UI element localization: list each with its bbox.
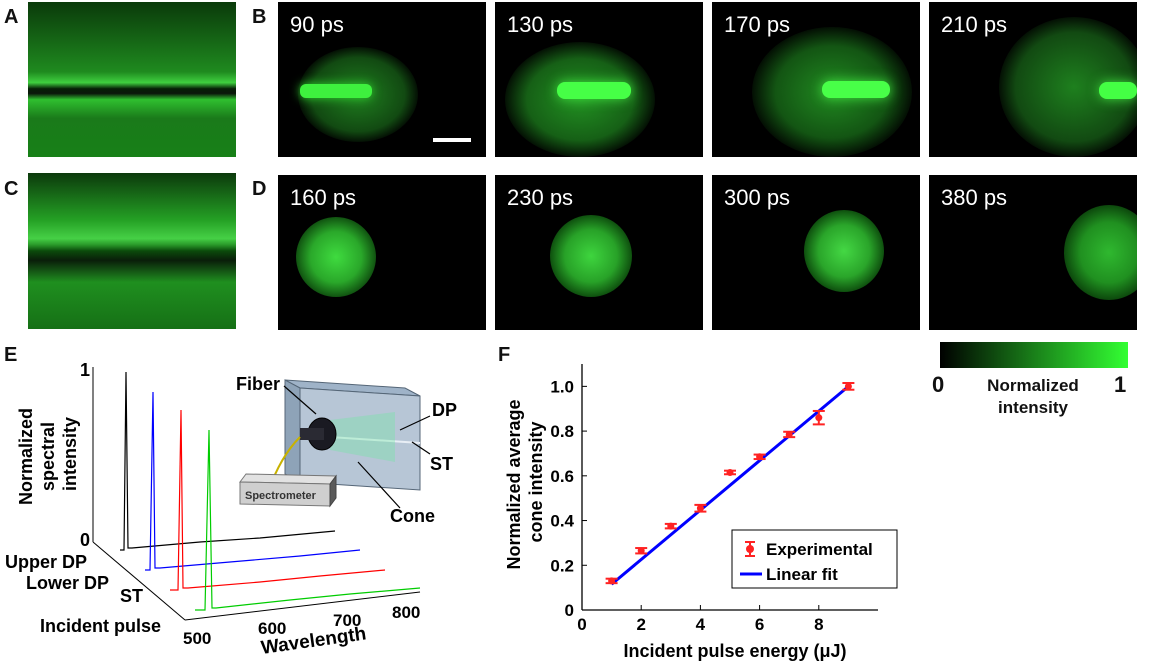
chart-legend: Experimental Linear fit — [731, 529, 898, 589]
series-label-st: ST — [120, 586, 143, 606]
chart-marks — [605, 382, 855, 586]
inset-label-dp: DP — [432, 400, 457, 420]
x-tick-label: 0 — [577, 615, 586, 634]
data-point — [844, 382, 852, 390]
chart-axes: 0 2 4 6 8 0 0.2 0.4 0.6 0.8 1.0 — [550, 364, 878, 634]
y-tick-bottom: 0 — [80, 530, 90, 550]
y-tick-label: 0.4 — [550, 512, 574, 531]
y-tick-label: 0 — [565, 601, 574, 620]
y-tick-label: 0.2 — [550, 556, 574, 575]
series-label-lower-dp: Lower DP — [26, 573, 109, 593]
linear-fit-line — [610, 385, 850, 586]
time-label: 160 ps — [290, 185, 357, 210]
spectra-3d-plot: 1 0 Normalized spectral intensity Upper … — [5, 360, 457, 659]
depth-axis — [92, 541, 186, 621]
image-panel-b-3: 170 ps — [712, 2, 920, 157]
chart-ylabel: Normalized average cone intensity — [504, 394, 546, 569]
y-tick-label: 0.6 — [550, 467, 574, 486]
wavelength-axis — [184, 591, 421, 621]
y-tick-label: 0.8 — [550, 422, 574, 441]
time-label: 170 ps — [724, 12, 791, 37]
data-point — [815, 414, 823, 422]
x-tick-label: 6 — [755, 615, 764, 634]
data-point — [667, 522, 675, 530]
legend-label-linear-fit: Linear fit — [766, 565, 838, 584]
spectrum-st — [170, 409, 386, 591]
legend-label-experimental: Experimental — [766, 540, 873, 559]
image-panel-d-3: 300 ps — [712, 175, 920, 330]
y-axis-label-line-1: Normalized — [16, 408, 36, 505]
colorbar-max-label: 1 — [1114, 372, 1127, 397]
time-label: 210 ps — [941, 12, 1008, 37]
scale-bar — [433, 138, 471, 142]
x-tick: 700 — [333, 611, 361, 630]
data-point — [756, 453, 764, 461]
series-label-incident: Incident pulse — [40, 616, 161, 636]
y-tick-label: 1.0 — [550, 377, 574, 396]
chart-ylabel-line-2: cone intensity — [526, 421, 546, 542]
image-panel-d-2: 230 ps — [495, 175, 703, 330]
data-point — [726, 468, 734, 476]
image-panel-b-4: 210 ps — [929, 2, 1137, 157]
image-panel-d-1: 160 ps — [278, 175, 486, 330]
time-label: 300 ps — [724, 185, 791, 210]
image-panel-a — [28, 2, 236, 157]
inset-label-fiber: Fiber — [236, 374, 280, 394]
y-axis-label: Normalized spectral intensity — [16, 403, 80, 505]
panel-label-e: E — [4, 344, 18, 366]
time-label: 90 ps — [290, 12, 344, 37]
image-panel-d-4: 380 ps — [929, 175, 1137, 330]
image-panel-b-2: 130 ps — [495, 2, 703, 157]
y-tick-top: 1 — [80, 360, 90, 380]
x-tick: 800 — [392, 603, 420, 622]
y-axis-label-line-3: intensity — [60, 417, 80, 491]
x-tick-label: 2 — [636, 615, 645, 634]
x-tick: 600 — [258, 619, 286, 638]
image-panel-c — [28, 173, 236, 329]
x-tick: 500 — [183, 629, 211, 648]
data-point — [785, 430, 793, 438]
time-label: 130 ps — [507, 12, 574, 37]
series-label-upper-dp: Upper DP — [5, 552, 87, 572]
panel-label-c: C — [4, 178, 19, 200]
x-tick-label: 4 — [696, 615, 706, 634]
spectrum-upper-dp — [120, 371, 336, 551]
colorbar-title: Normalized intensity — [987, 376, 1079, 417]
panel-label-a: A — [4, 6, 19, 28]
colorbar-min-label: 0 — [932, 372, 945, 397]
energy-linearity-chart: 0 2 4 6 8 0 0.2 0.4 0.6 0.8 1.0 Incident pulse ene… — [504, 364, 898, 661]
legend-marker-icon — [746, 545, 754, 553]
data-point — [696, 504, 704, 512]
panel-label-f: F — [498, 344, 511, 366]
inset-label-st: ST — [430, 454, 453, 474]
data-point — [637, 547, 645, 555]
colorbar — [940, 342, 1128, 368]
image-panel-b-1: 90 ps — [278, 2, 486, 157]
inset-schematic: Spectrometer Fiber DP ST Cone — [236, 374, 457, 526]
inset-label-cone: Cone — [390, 506, 435, 526]
time-label: 230 ps — [507, 185, 574, 210]
chart-ylabel-line-1: Normalized average — [504, 399, 524, 569]
chart-xlabel: Incident pulse energy (μJ) — [623, 641, 846, 661]
y-axis-label-line-2: spectral — [38, 422, 58, 491]
spectrum-incident — [195, 429, 421, 611]
data-point — [608, 577, 616, 585]
spectrometer-label: Spectrometer — [245, 490, 317, 502]
x-tick-label: 8 — [814, 615, 823, 634]
panel-label-d: D — [252, 178, 267, 200]
time-label: 380 ps — [941, 185, 1008, 210]
spectrum-lower-dp — [145, 391, 361, 571]
panel-label-b: B — [252, 6, 267, 28]
